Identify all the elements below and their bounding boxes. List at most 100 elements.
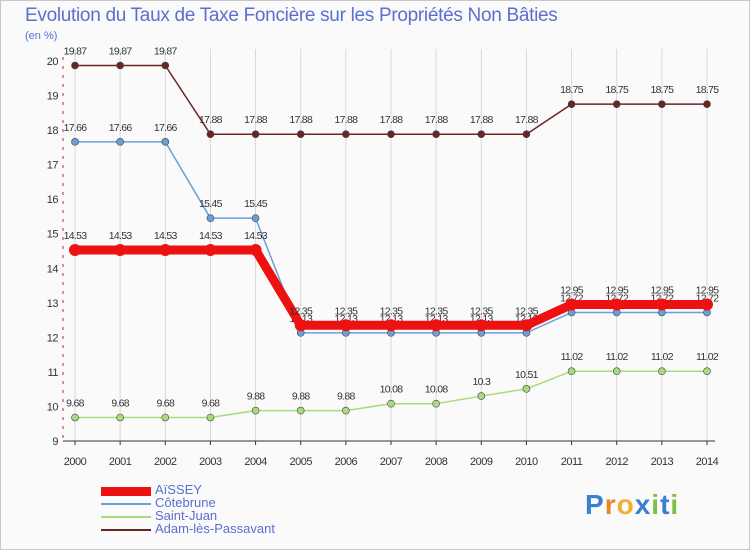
data-label-saint-juan: 9.68 — [202, 398, 220, 410]
data-point-adam-les-passavant — [477, 130, 486, 139]
data-point-aissey — [520, 319, 533, 332]
data-point-aissey — [385, 319, 397, 332]
data-point-aissey — [294, 319, 307, 332]
data-point-adam-les-passavant — [296, 130, 305, 139]
data-label-aissey: 12.95 — [696, 285, 720, 297]
data-point-adam-les-passavant — [387, 130, 395, 139]
x-tick-label: 2004 — [244, 456, 267, 468]
data-label-saint-juan: 11.02 — [696, 351, 719, 363]
y-tick-label: 15 — [47, 229, 59, 241]
data-point-saint-juan — [387, 399, 395, 408]
data-label-adam-les-passavant: 17.88 — [244, 114, 268, 126]
data-point-saint-juan — [251, 406, 260, 415]
data-point-saint-juan — [342, 406, 350, 415]
data-point-adam-les-passavant — [342, 130, 350, 139]
data-label-saint-juan: 9.88 — [337, 391, 355, 403]
legend-label-saint-juan: Saint-Juan — [155, 508, 218, 523]
data-point-cotebrune — [116, 138, 124, 146]
data-point-saint-juan — [567, 367, 576, 376]
data-label-aissey: 12.35 — [380, 305, 404, 317]
data-point-cotebrune — [71, 138, 79, 146]
data-point-adam-les-passavant — [522, 130, 531, 139]
data-label-aissey: 12.35 — [289, 305, 313, 317]
data-point-adam-les-passavant — [432, 130, 440, 139]
y-tick-label: 10 — [47, 401, 59, 413]
y-tick-label: 9 — [52, 436, 58, 448]
data-point-saint-juan — [161, 413, 170, 422]
x-tick-label: 2014 — [696, 456, 719, 468]
data-point-aissey — [249, 243, 262, 256]
legend-swatch-aissey — [101, 487, 151, 496]
data-label-aissey: 12.35 — [515, 305, 539, 317]
data-point-aissey — [339, 319, 352, 332]
data-label-aissey: 14.53 — [199, 230, 223, 242]
data-label-cotebrune: 17.66 — [154, 122, 178, 134]
legend-label-adam: Adam-lès-Passavant — [155, 521, 275, 536]
data-point-adam-les-passavant — [71, 61, 79, 70]
data-label-cotebrune: 17.66 — [64, 122, 88, 134]
x-tick-label: 2011 — [561, 456, 583, 468]
y-tick-label: 16 — [47, 194, 59, 206]
y-tick-label: 18 — [47, 125, 59, 137]
data-point-adam-les-passavant — [703, 100, 711, 108]
data-point-saint-juan — [71, 413, 79, 422]
legend-swatch-adam — [101, 529, 151, 531]
legend-label-aissey: AïSSEY — [155, 482, 202, 497]
data-point-aissey — [114, 243, 127, 256]
data-point-aissey — [69, 243, 81, 256]
data-label-adam-les-passavant: 18.75 — [560, 84, 584, 96]
data-label-adam-les-passavant: 17.88 — [470, 114, 494, 126]
data-label-adam-les-passavant: 17.88 — [380, 114, 404, 126]
data-point-saint-juan — [432, 399, 440, 408]
data-point-cotebrune — [206, 214, 215, 222]
data-point-saint-juan — [522, 385, 531, 393]
data-label-adam-les-passavant: 17.88 — [199, 114, 223, 126]
data-label-saint-juan: 10.08 — [425, 384, 449, 396]
x-tick-label: 2006 — [335, 456, 358, 468]
data-label-saint-juan: 9.68 — [66, 398, 84, 410]
data-point-adam-les-passavant — [658, 100, 666, 108]
data-point-saint-juan — [206, 413, 215, 422]
data-label-adam-les-passavant: 18.75 — [650, 84, 674, 96]
data-label-saint-juan: 10.51 — [515, 369, 539, 381]
data-label-saint-juan: 9.88 — [247, 391, 265, 403]
data-point-aissey — [655, 298, 668, 311]
data-label-aissey: 12.95 — [605, 285, 629, 297]
data-label-saint-juan: 10.08 — [380, 384, 404, 396]
data-point-aissey — [204, 243, 217, 256]
data-label-aissey: 12.35 — [470, 305, 494, 317]
data-label-adam-les-passavant: 17.88 — [289, 114, 313, 126]
x-tick-label: 2010 — [515, 456, 538, 468]
x-tick-label: 2002 — [154, 456, 177, 468]
data-label-aissey: 14.53 — [109, 230, 133, 242]
y-tick-label: 12 — [47, 332, 59, 344]
data-label-saint-juan: 11.02 — [651, 351, 674, 363]
data-point-adam-les-passavant — [206, 130, 215, 139]
data-point-cotebrune — [251, 214, 260, 222]
data-point-adam-les-passavant — [116, 61, 124, 70]
data-label-saint-juan: 11.02 — [561, 351, 584, 363]
x-tick-label: 2000 — [64, 456, 87, 468]
x-tick-label: 2001 — [109, 456, 132, 468]
y-tick-label: 19 — [47, 91, 59, 103]
legend-swatch-saint-juan — [101, 516, 151, 518]
data-point-aissey — [565, 298, 578, 311]
legend-swatch-cotebrune — [101, 503, 151, 505]
y-tick-label: 17 — [47, 160, 59, 172]
data-point-aissey — [159, 243, 172, 256]
data-label-aissey: 14.53 — [64, 230, 88, 242]
data-label-adam-les-passavant: 19.87 — [109, 45, 133, 57]
data-label-cotebrune: 17.66 — [109, 122, 133, 134]
x-tick-label: 2008 — [425, 456, 448, 468]
data-label-adam-les-passavant: 18.75 — [696, 84, 720, 96]
x-tick-label: 2012 — [605, 456, 628, 468]
data-label-saint-juan: 10.3 — [472, 376, 490, 388]
data-label-cotebrune: 15.45 — [244, 198, 268, 210]
data-label-saint-juan: 9.68 — [156, 398, 174, 410]
data-label-aissey: 12.35 — [425, 305, 449, 317]
y-tick-label: 11 — [48, 367, 59, 379]
y-axis-unit-label: (en %) — [25, 30, 58, 42]
data-point-adam-les-passavant — [567, 100, 576, 108]
